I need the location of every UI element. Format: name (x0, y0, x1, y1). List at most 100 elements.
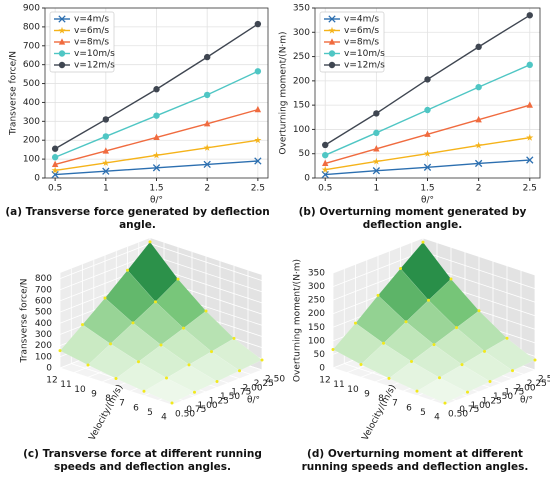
marker (372, 157, 380, 165)
x-tick-label: 2.5 (523, 184, 537, 194)
data-point (182, 326, 185, 330)
legend-label: v=10m/s (74, 49, 115, 59)
z-tick-label: 100 (308, 336, 325, 346)
marker (102, 147, 110, 154)
marker (322, 151, 329, 159)
marker (102, 133, 110, 140)
data-point (488, 380, 492, 384)
data-point (109, 342, 112, 346)
y-tick-label: 250 (293, 52, 310, 62)
v-tick-label: 12 (46, 376, 57, 386)
z-tick-label: 400 (35, 319, 52, 329)
theta-tick-label: 1.50 (493, 392, 513, 402)
z-tick-label: 600 (35, 296, 52, 306)
marker (51, 145, 59, 152)
marker (51, 160, 59, 167)
theta-tick-label: 2.50 (538, 375, 550, 385)
theta-tick-label: 1.25 (482, 396, 502, 406)
marker (373, 129, 380, 137)
theta-tick-label: 2.00 (243, 383, 263, 393)
marker (322, 141, 329, 149)
marker (526, 12, 533, 19)
y-tick-label: 300 (293, 28, 310, 38)
data-point (154, 300, 157, 304)
legend-label: v=6m/s (74, 26, 109, 36)
x-tick-label: 1 (103, 184, 109, 194)
theta-tick-label: 2.25 (527, 379, 547, 389)
marker (203, 119, 211, 127)
data-point (137, 360, 140, 364)
marker (58, 15, 66, 23)
y-tick-label: 150 (293, 101, 310, 111)
data-point (354, 321, 357, 325)
v-tick-label: 5 (420, 408, 426, 418)
y-axis-label: Overturning moment/(N·m) (279, 31, 289, 154)
marker (526, 61, 533, 69)
data-point (427, 298, 430, 302)
z-axis-label: Overturning moment/(N·m) (293, 259, 303, 382)
data-point (114, 376, 118, 380)
z-tick-label: 0 (319, 364, 325, 374)
data-point (331, 348, 335, 352)
marker (203, 160, 211, 169)
marker (328, 15, 336, 23)
marker (254, 136, 262, 144)
marker (254, 105, 262, 113)
legend-label: v=8m/s (74, 38, 109, 48)
data-point (238, 369, 241, 373)
marker (321, 170, 329, 179)
marker (203, 91, 211, 99)
z-tick-label: 700 (35, 285, 52, 295)
marker (58, 50, 66, 57)
marker (424, 106, 431, 114)
y-axis-label: Transverse force/N (9, 51, 19, 136)
z-tick-label: 300 (308, 282, 325, 292)
marker (102, 167, 110, 175)
marker (328, 38, 336, 45)
theta-tick-label: 1.75 (504, 388, 524, 398)
z-tick-label: 200 (35, 341, 52, 351)
axes-frame (44, 7, 269, 179)
y-tick-label: 300 (23, 117, 40, 127)
v-tick-label: 6 (406, 403, 412, 413)
grid-line (332, 273, 446, 406)
y-tick-label: 200 (293, 76, 310, 86)
marker (254, 20, 262, 28)
z-tick-label: 800 (35, 274, 52, 284)
data-point (415, 389, 419, 393)
data-point (187, 363, 191, 367)
caption: (c) Transverse force at different runnin… (23, 448, 262, 473)
data-point (210, 350, 213, 354)
data-point (449, 277, 453, 281)
v-tick-label: 11 (60, 380, 71, 390)
data-point (376, 293, 380, 297)
marker (153, 86, 160, 93)
v-tick-label: 9 (91, 389, 97, 399)
legend-label: v=6m/s (344, 26, 379, 36)
marker (424, 130, 431, 137)
marker (152, 164, 161, 172)
marker (328, 26, 336, 34)
data-point (142, 389, 146, 393)
y-tick-label: 800 (23, 22, 40, 32)
marker (254, 68, 262, 75)
z-tick-label: 350 (308, 269, 325, 279)
data-point (483, 349, 486, 353)
y-tick-label: 100 (23, 155, 40, 165)
v-tick-label: 5 (147, 408, 153, 418)
x-tick-label: 0.5 (48, 184, 62, 194)
marker (328, 50, 336, 57)
z-axis-label: Transverse force/N (20, 279, 30, 364)
marker (58, 61, 66, 69)
data-point (232, 336, 236, 340)
marker (526, 156, 534, 164)
marker (423, 163, 432, 171)
data-point (477, 309, 481, 313)
data-point (126, 268, 129, 272)
y-tick-label: 700 (23, 41, 40, 51)
marker (153, 133, 160, 140)
theta-tick-label: 1.25 (209, 396, 229, 406)
marker (321, 165, 329, 173)
legend-box (49, 11, 115, 73)
